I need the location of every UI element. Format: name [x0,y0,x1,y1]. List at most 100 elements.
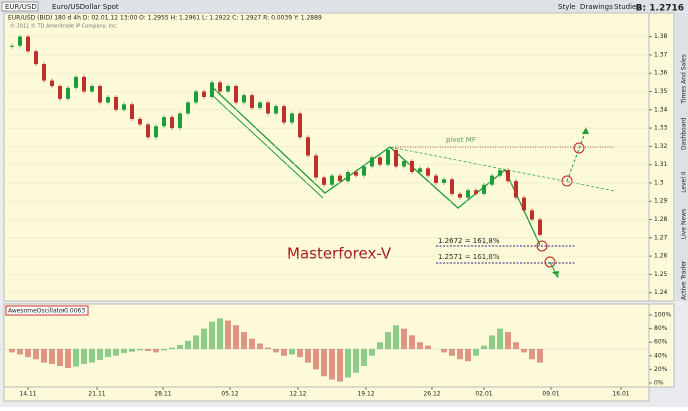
study-label [5,305,89,316]
style-button[interactable]: Style [558,3,576,11]
candle [10,45,14,47]
candle [362,166,366,176]
candle [162,117,166,127]
candle [202,91,206,97]
symbol[interactable]: EUR/USD [5,3,37,11]
candle [58,86,62,99]
x-tick-label: 12.12 [289,391,306,398]
candle [370,157,374,167]
price-panel [3,12,650,302]
target-circle [561,175,573,187]
studies-button[interactable]: Studies [614,3,640,11]
candle [490,175,494,185]
candle [314,155,318,178]
candle [522,197,526,211]
study-value: -0.0063 [62,308,85,315]
candle [306,137,310,156]
candle [290,113,294,123]
candle [538,219,542,235]
x-tick-label: 26.12 [423,391,440,398]
forecast-arrow [566,129,587,182]
candle [210,82,214,97]
y-tick-label: 1.34 [654,106,668,113]
plot: 1.24 1.25 1.26 1.27 1.28 1.29 1.3 1.31 1.32 1.33 1… [5,33,671,398]
x-tick-label: 09.01 [542,391,559,398]
candle [386,150,390,165]
y-tick-label: 1.38 [654,33,668,40]
price-axis [648,12,675,302]
x-tick-label: 14.11 [19,391,36,398]
oscillator-axis [648,303,675,388]
candle [434,175,438,183]
candle [410,161,414,172]
candle [322,177,326,185]
sidebar-tab[interactable]: Active Trader [681,260,688,300]
y-tick-label: 1.37 [654,51,668,58]
candle [122,104,126,110]
fib-label: 1.2672 = 161,8% [438,237,500,245]
candle [218,82,222,92]
candle [178,113,182,129]
sidebar [676,13,688,301]
target-circle [573,142,585,154]
candle [90,86,94,92]
candle [266,102,270,114]
target-circle [536,240,548,252]
x-tick-label: 05.12 [221,391,238,398]
y-tick-label: 1.35 [654,88,668,95]
candle [114,96,118,110]
y-tick-label: 40% [654,352,668,359]
sidebar-tab[interactable]: Live News [681,209,688,239]
x-tick-label: 28.11 [154,391,171,398]
candle [402,161,406,167]
sidebar-tabs: Active Trader Live News Level II Dashboard T… [681,54,688,300]
candle [506,170,510,182]
y-tick-label: 1.29 [654,198,668,205]
brand: Masterforex-V [287,245,392,263]
y-tick-label: 1.3 [654,179,664,186]
symbol-box[interactable] [1,1,39,12]
candle [418,168,422,172]
x-tick-label: 02.01 [475,391,492,398]
sidebar-tab[interactable]: Times And Sales [681,54,688,104]
x-tick-label: 19.12 [357,391,374,398]
candle [50,80,54,87]
candle [394,150,398,167]
info-line: EUR/USD (BID) 180 d 4h D: 02.01.12 13:00… [8,15,322,22]
candle [282,106,286,123]
candle [274,106,278,114]
candle [466,190,470,198]
candle [530,210,534,220]
y-tick-label: 1.33 [654,125,668,132]
candle [226,86,230,92]
zigzag [209,84,541,246]
candle [426,168,430,176]
candle [378,157,382,165]
candle [26,36,30,52]
candle [82,76,86,92]
y-tick-label: 1.24 [654,289,668,296]
candle [250,95,254,108]
candle [234,86,238,103]
sidebar-tab[interactable]: Dashboard [681,117,688,150]
candle [258,102,262,108]
candle [354,171,358,176]
candle [474,190,478,194]
y-tick-label: 1.28 [654,216,668,223]
arrow-head [582,127,589,134]
candle [338,175,342,182]
candle [74,76,78,88]
candle [498,170,502,176]
x-tick-label: 21.11 [88,391,105,398]
date-axis [3,386,650,402]
candle [330,175,334,185]
bid: B: 1.2716 [636,4,684,14]
fib-label: 1.2571 = 161,8% [438,253,500,261]
candle [298,113,302,138]
sidebar-tab[interactable]: Level II [681,171,688,193]
drawings-button[interactable]: Drawings [580,3,613,11]
candle [42,64,46,81]
candle [154,126,158,138]
copyright: © 2011 © TD Ameritrade IP Company, Inc. [10,23,118,30]
